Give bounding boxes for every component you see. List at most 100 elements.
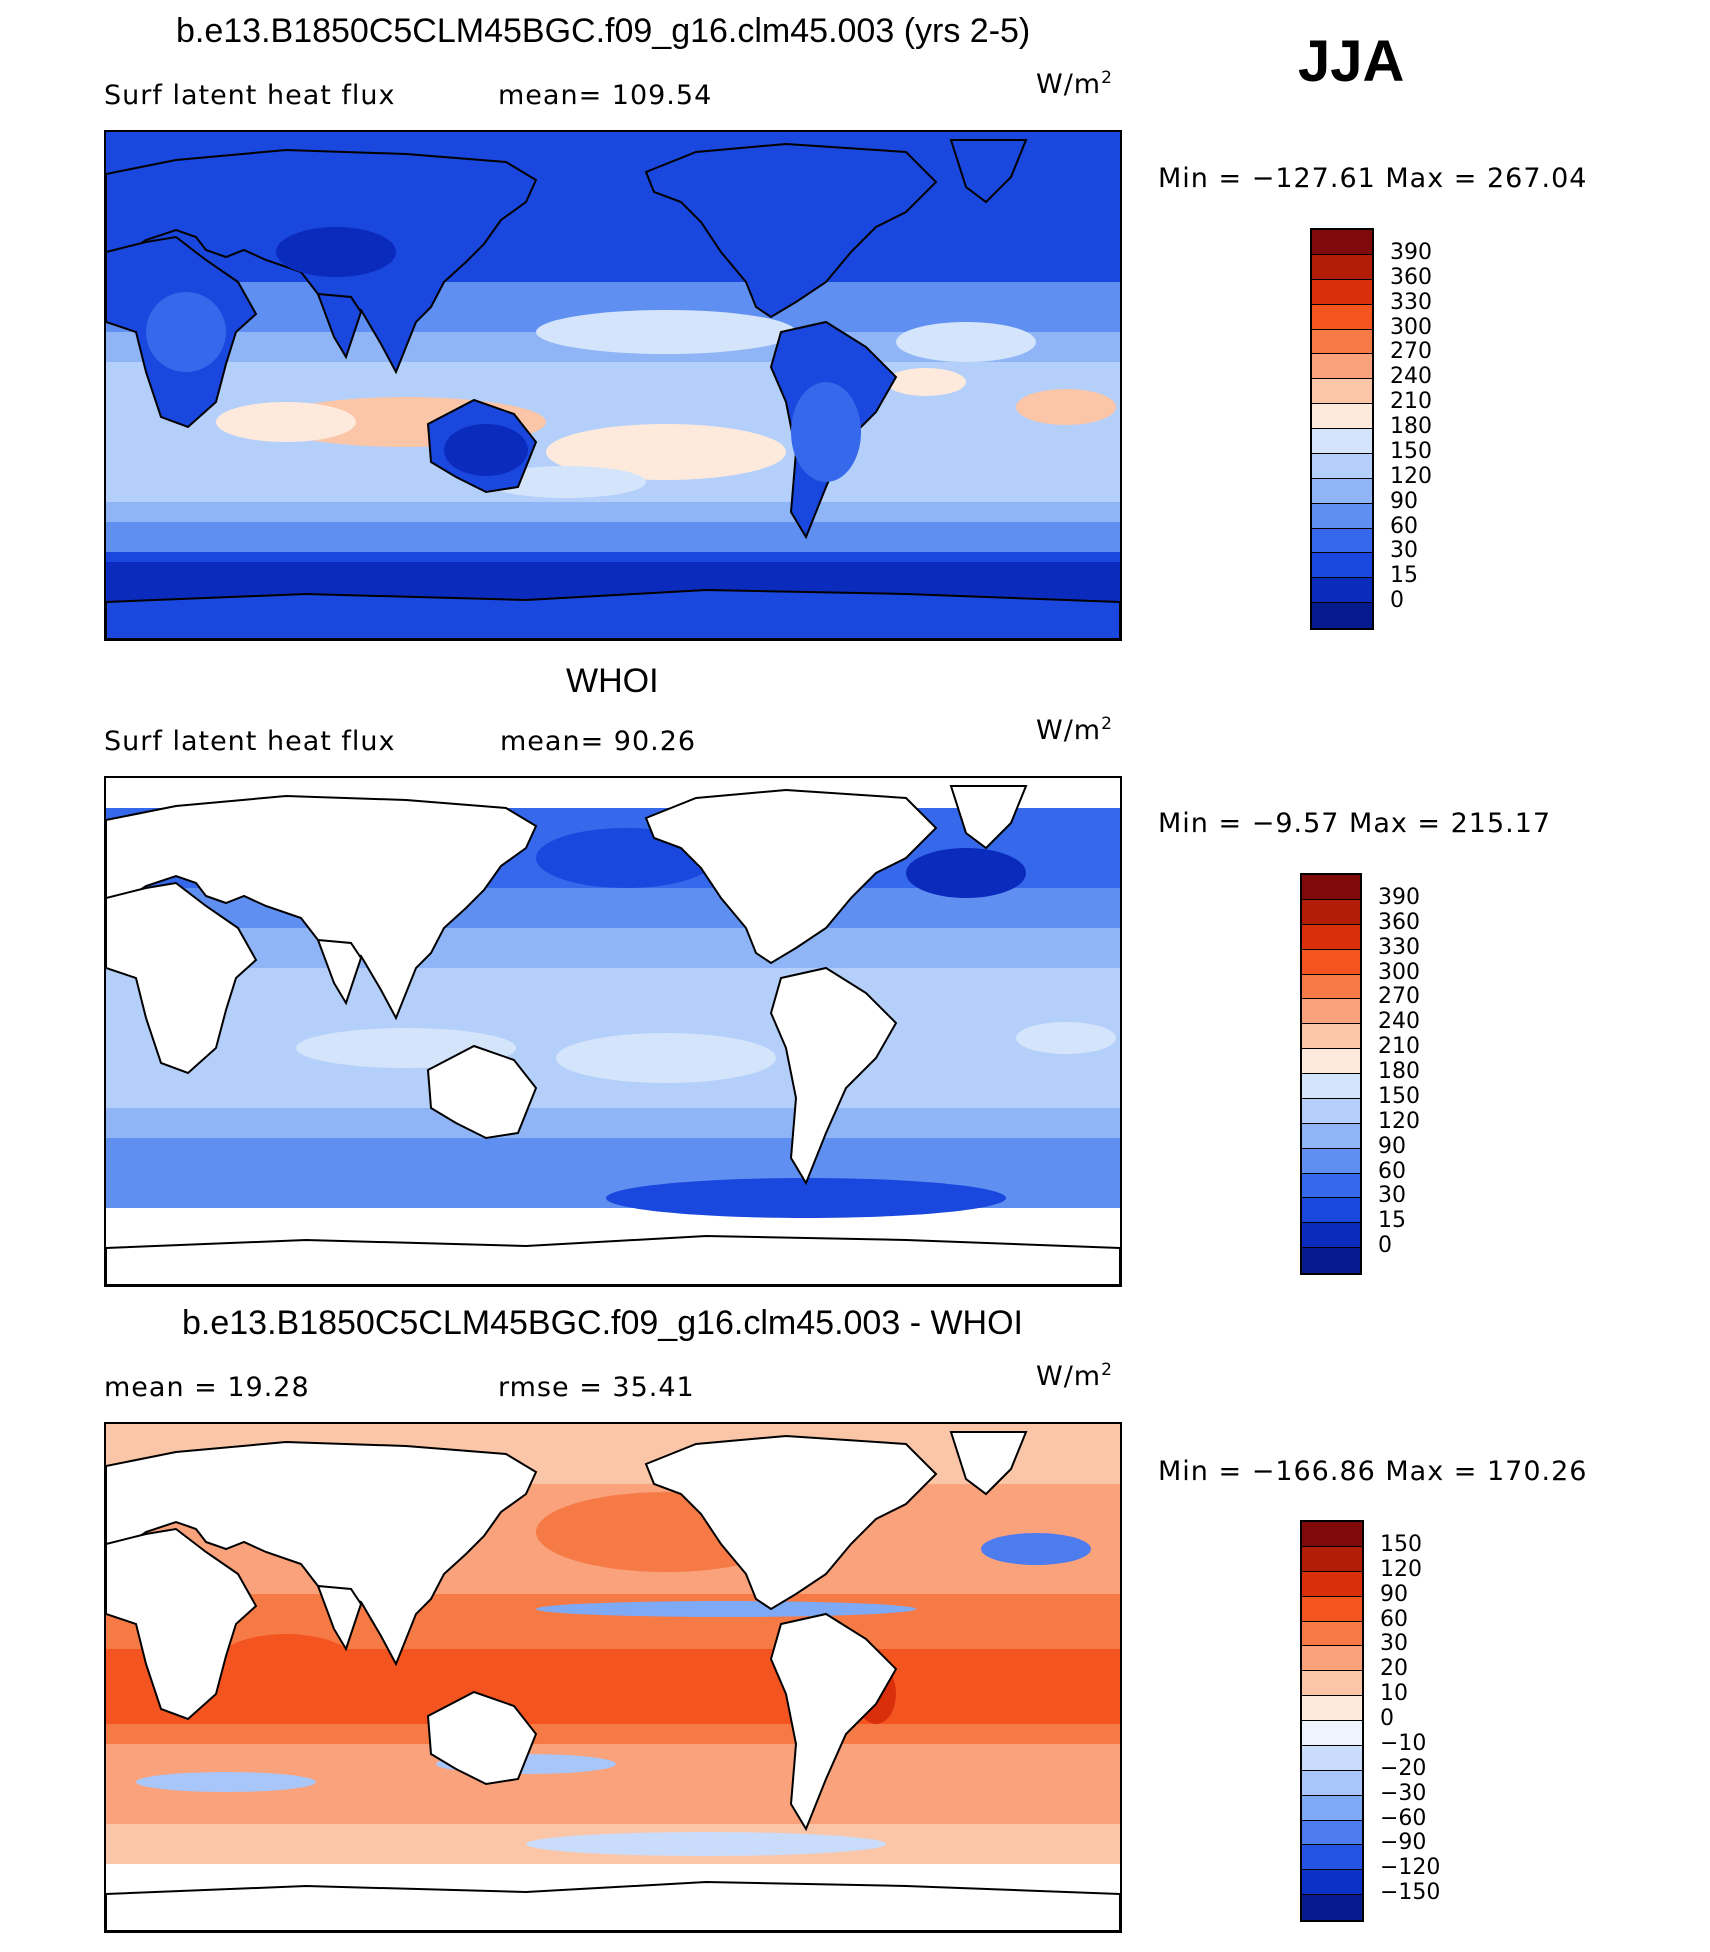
colorbar-swatch — [1302, 899, 1360, 925]
coastline — [644, 788, 938, 965]
colorbar-swatch — [1302, 1671, 1362, 1697]
field-region — [136, 1772, 316, 1792]
coastline — [769, 966, 898, 1186]
coastline — [316, 1584, 363, 1652]
field-region — [1016, 389, 1116, 425]
coastline — [106, 881, 258, 1075]
colorbar-swatch — [1302, 1074, 1360, 1099]
colorbar-swatch — [1302, 1198, 1360, 1224]
coastline — [316, 292, 363, 360]
coastline — [106, 1527, 258, 1721]
colorbar-swatch — [1302, 875, 1360, 900]
panel-1-units: W/m2 — [1036, 68, 1113, 100]
coastline — [949, 785, 1028, 850]
colorbar-tick-label: 90 — [1378, 1133, 1406, 1159]
colorbar-swatch — [1302, 1895, 1362, 1920]
colorbar-swatch — [1312, 603, 1372, 628]
colorbar-tick-label: 390 — [1390, 239, 1432, 265]
colorbar-swatch — [1302, 1870, 1362, 1896]
colorbar-tick-label: 10 — [1380, 1681, 1408, 1707]
panel-3-mean-label: mean = 19.28 — [104, 1372, 310, 1403]
colorbar-swatch — [1312, 304, 1372, 330]
colorbar-swatch — [1302, 1795, 1362, 1821]
colorbar-swatch — [1302, 1546, 1362, 1572]
map-plot — [106, 778, 1120, 1285]
colorbar-tick-label: 0 — [1380, 1706, 1394, 1731]
panel-3-title: b.e13.B1850C5CLM45BGC.f09_g16.clm45.003 … — [182, 1304, 1024, 1342]
colorbar-tick-label: 90 — [1380, 1581, 1408, 1607]
coastline — [769, 1612, 898, 1832]
colorbar-swatch — [1302, 1098, 1360, 1124]
field-region — [556, 1033, 776, 1083]
panel-1-colorbar — [1310, 228, 1374, 630]
coastline — [949, 1431, 1028, 1496]
colorbar-tick-label: 300 — [1378, 959, 1420, 985]
field-region — [886, 368, 966, 396]
field-region — [486, 466, 646, 498]
field-region — [536, 310, 796, 354]
field-region — [791, 382, 861, 482]
coastline — [316, 938, 363, 1006]
colorbar-tick-label: 330 — [1378, 934, 1420, 960]
panel-3-units: W/m2 — [1036, 1360, 1113, 1392]
map-plot — [106, 132, 1120, 639]
colorbar-tick-label: 240 — [1390, 364, 1432, 390]
colorbar-tick-label: 360 — [1378, 909, 1420, 935]
panel-2-mean-label: mean= 90.26 — [500, 726, 697, 757]
colorbar-tick-label: 270 — [1390, 339, 1432, 365]
field-region — [981, 1533, 1091, 1565]
panel-2-title: WHOI — [566, 662, 659, 700]
colorbar-swatch — [1302, 1721, 1362, 1746]
field-region — [606, 1178, 1006, 1218]
colorbar-swatch — [1312, 453, 1372, 479]
colorbar-tick-label: 120 — [1378, 1108, 1420, 1134]
colorbar-tick-label: 240 — [1378, 1009, 1420, 1035]
colorbar-tick-label: 210 — [1390, 389, 1432, 415]
colorbar-tick-label: −150 — [1380, 1880, 1441, 1906]
colorbar-tick-label: −120 — [1380, 1855, 1441, 1881]
colorbar-tick-label: 0 — [1378, 1233, 1392, 1259]
colorbar-swatch — [1312, 254, 1372, 280]
field-region — [546, 424, 786, 480]
field-region — [444, 424, 528, 476]
colorbar-swatch — [1302, 1049, 1360, 1074]
colorbar-swatch — [1302, 949, 1360, 975]
panel-3-map — [104, 1422, 1122, 1933]
field-region — [896, 322, 1036, 362]
colorbar-swatch — [1312, 528, 1372, 554]
colorbar-swatch — [1312, 329, 1372, 355]
field-region — [526, 1832, 886, 1856]
panel-1-mean-label: mean= 109.54 — [498, 80, 713, 111]
panel-1-minmax: Min = −127.61 Max = 267.04 — [1158, 163, 1588, 194]
colorbar-tick-label: −60 — [1380, 1805, 1427, 1831]
colorbar-swatch — [1312, 279, 1372, 305]
field-region — [536, 1601, 916, 1617]
colorbar-tick-label: 15 — [1378, 1208, 1406, 1234]
colorbar-tick-label: 180 — [1390, 414, 1432, 439]
coastline — [106, 794, 538, 1021]
colorbar-swatch — [1302, 1845, 1362, 1871]
colorbar-tick-label: 15 — [1390, 563, 1418, 589]
colorbar-swatch — [1312, 379, 1372, 405]
panel-2-variable-label: Surf latent heat flux — [104, 726, 396, 757]
colorbar-tick-label: 0 — [1390, 588, 1404, 614]
coastline — [426, 1044, 538, 1140]
panel-2-minmax: Min = −9.57 Max = 215.17 — [1158, 808, 1552, 839]
colorbar-swatch — [1302, 924, 1360, 950]
colorbar-swatch — [1302, 1173, 1360, 1199]
colorbar-swatch — [1312, 404, 1372, 429]
colorbar-tick-label: 330 — [1390, 289, 1432, 315]
colorbar-tick-label: −30 — [1380, 1780, 1427, 1806]
colorbar-swatch — [1302, 1745, 1362, 1771]
panel-2-map — [104, 776, 1122, 1287]
field-region — [1016, 1022, 1116, 1054]
panel-3-colorbar — [1300, 1520, 1364, 1922]
colorbar-swatch — [1302, 1770, 1362, 1796]
colorbar-swatch — [1312, 429, 1372, 454]
panel-1-title: b.e13.B1850C5CLM45BGC.f09_g16.clm45.003 … — [176, 12, 1031, 50]
panel-3-minmax: Min = −166.86 Max = 170.26 — [1158, 1456, 1588, 1487]
colorbar-swatch — [1302, 1571, 1362, 1597]
colorbar-swatch — [1302, 999, 1360, 1025]
colorbar-tick-label: 180 — [1378, 1059, 1420, 1084]
coastline — [106, 588, 1120, 639]
